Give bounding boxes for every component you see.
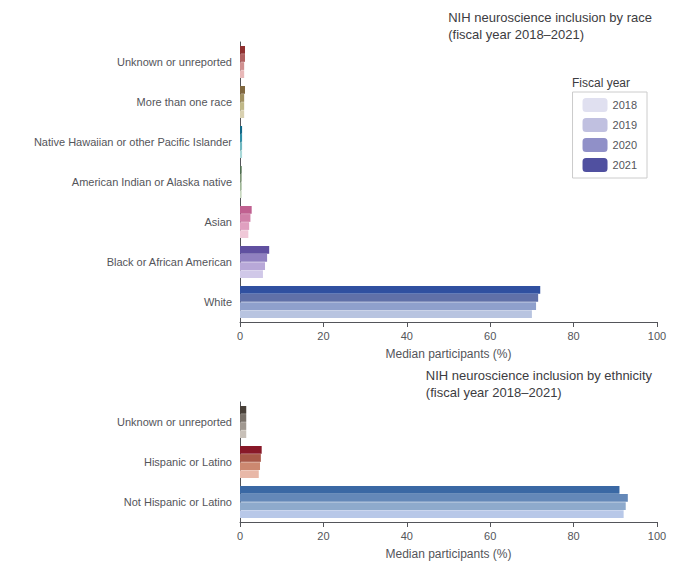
svg-text:American Indian or Alaska nati: American Indian or Alaska native [72,176,232,188]
svg-text:20: 20 [317,330,329,342]
svg-text:Hispanic or Latino: Hispanic or Latino [144,456,232,468]
svg-text:NIH neuroscience inclusion by: NIH neuroscience inclusion by race [448,10,652,25]
svg-text:2018: 2018 [613,99,637,111]
svg-text:NIH neuroscience inclusion by: NIH neuroscience inclusion by ethnicity [426,368,653,383]
svg-text:20: 20 [317,530,329,542]
svg-text:Asian: Asian [204,216,232,228]
svg-text:60: 60 [484,530,496,542]
svg-text:100: 100 [648,530,666,542]
svg-text:40: 40 [401,330,413,342]
svg-text:0: 0 [237,330,243,342]
svg-text:Black or African American: Black or African American [107,256,232,268]
svg-text:Median participants (%): Median participants (%) [385,547,511,561]
svg-text:Unknown or unreported: Unknown or unreported [117,56,232,68]
svg-text:0: 0 [237,530,243,542]
svg-text:100: 100 [648,330,666,342]
svg-text:White: White [204,296,232,308]
svg-text:More than one race: More than one race [137,96,232,108]
svg-text:40: 40 [401,530,413,542]
svg-text:(fiscal year 2018–2021): (fiscal year 2018–2021) [448,27,584,42]
svg-text:2021: 2021 [613,159,637,171]
svg-text:2019: 2019 [613,119,637,131]
svg-text:(fiscal year 2018–2021): (fiscal year 2018–2021) [426,385,562,400]
svg-text:Fiscal year: Fiscal year [572,76,630,90]
svg-text:60: 60 [484,330,496,342]
svg-text:Native Hawaiian or other Pacif: Native Hawaiian or other Pacific Islande… [34,136,232,148]
svg-text:Not Hispanic or Latino: Not Hispanic or Latino [124,496,232,508]
svg-text:2020: 2020 [613,139,637,151]
svg-text:Unknown or unreported: Unknown or unreported [117,416,232,428]
svg-text:80: 80 [567,530,579,542]
svg-text:80: 80 [567,330,579,342]
svg-text:Median participants (%): Median participants (%) [385,347,511,361]
